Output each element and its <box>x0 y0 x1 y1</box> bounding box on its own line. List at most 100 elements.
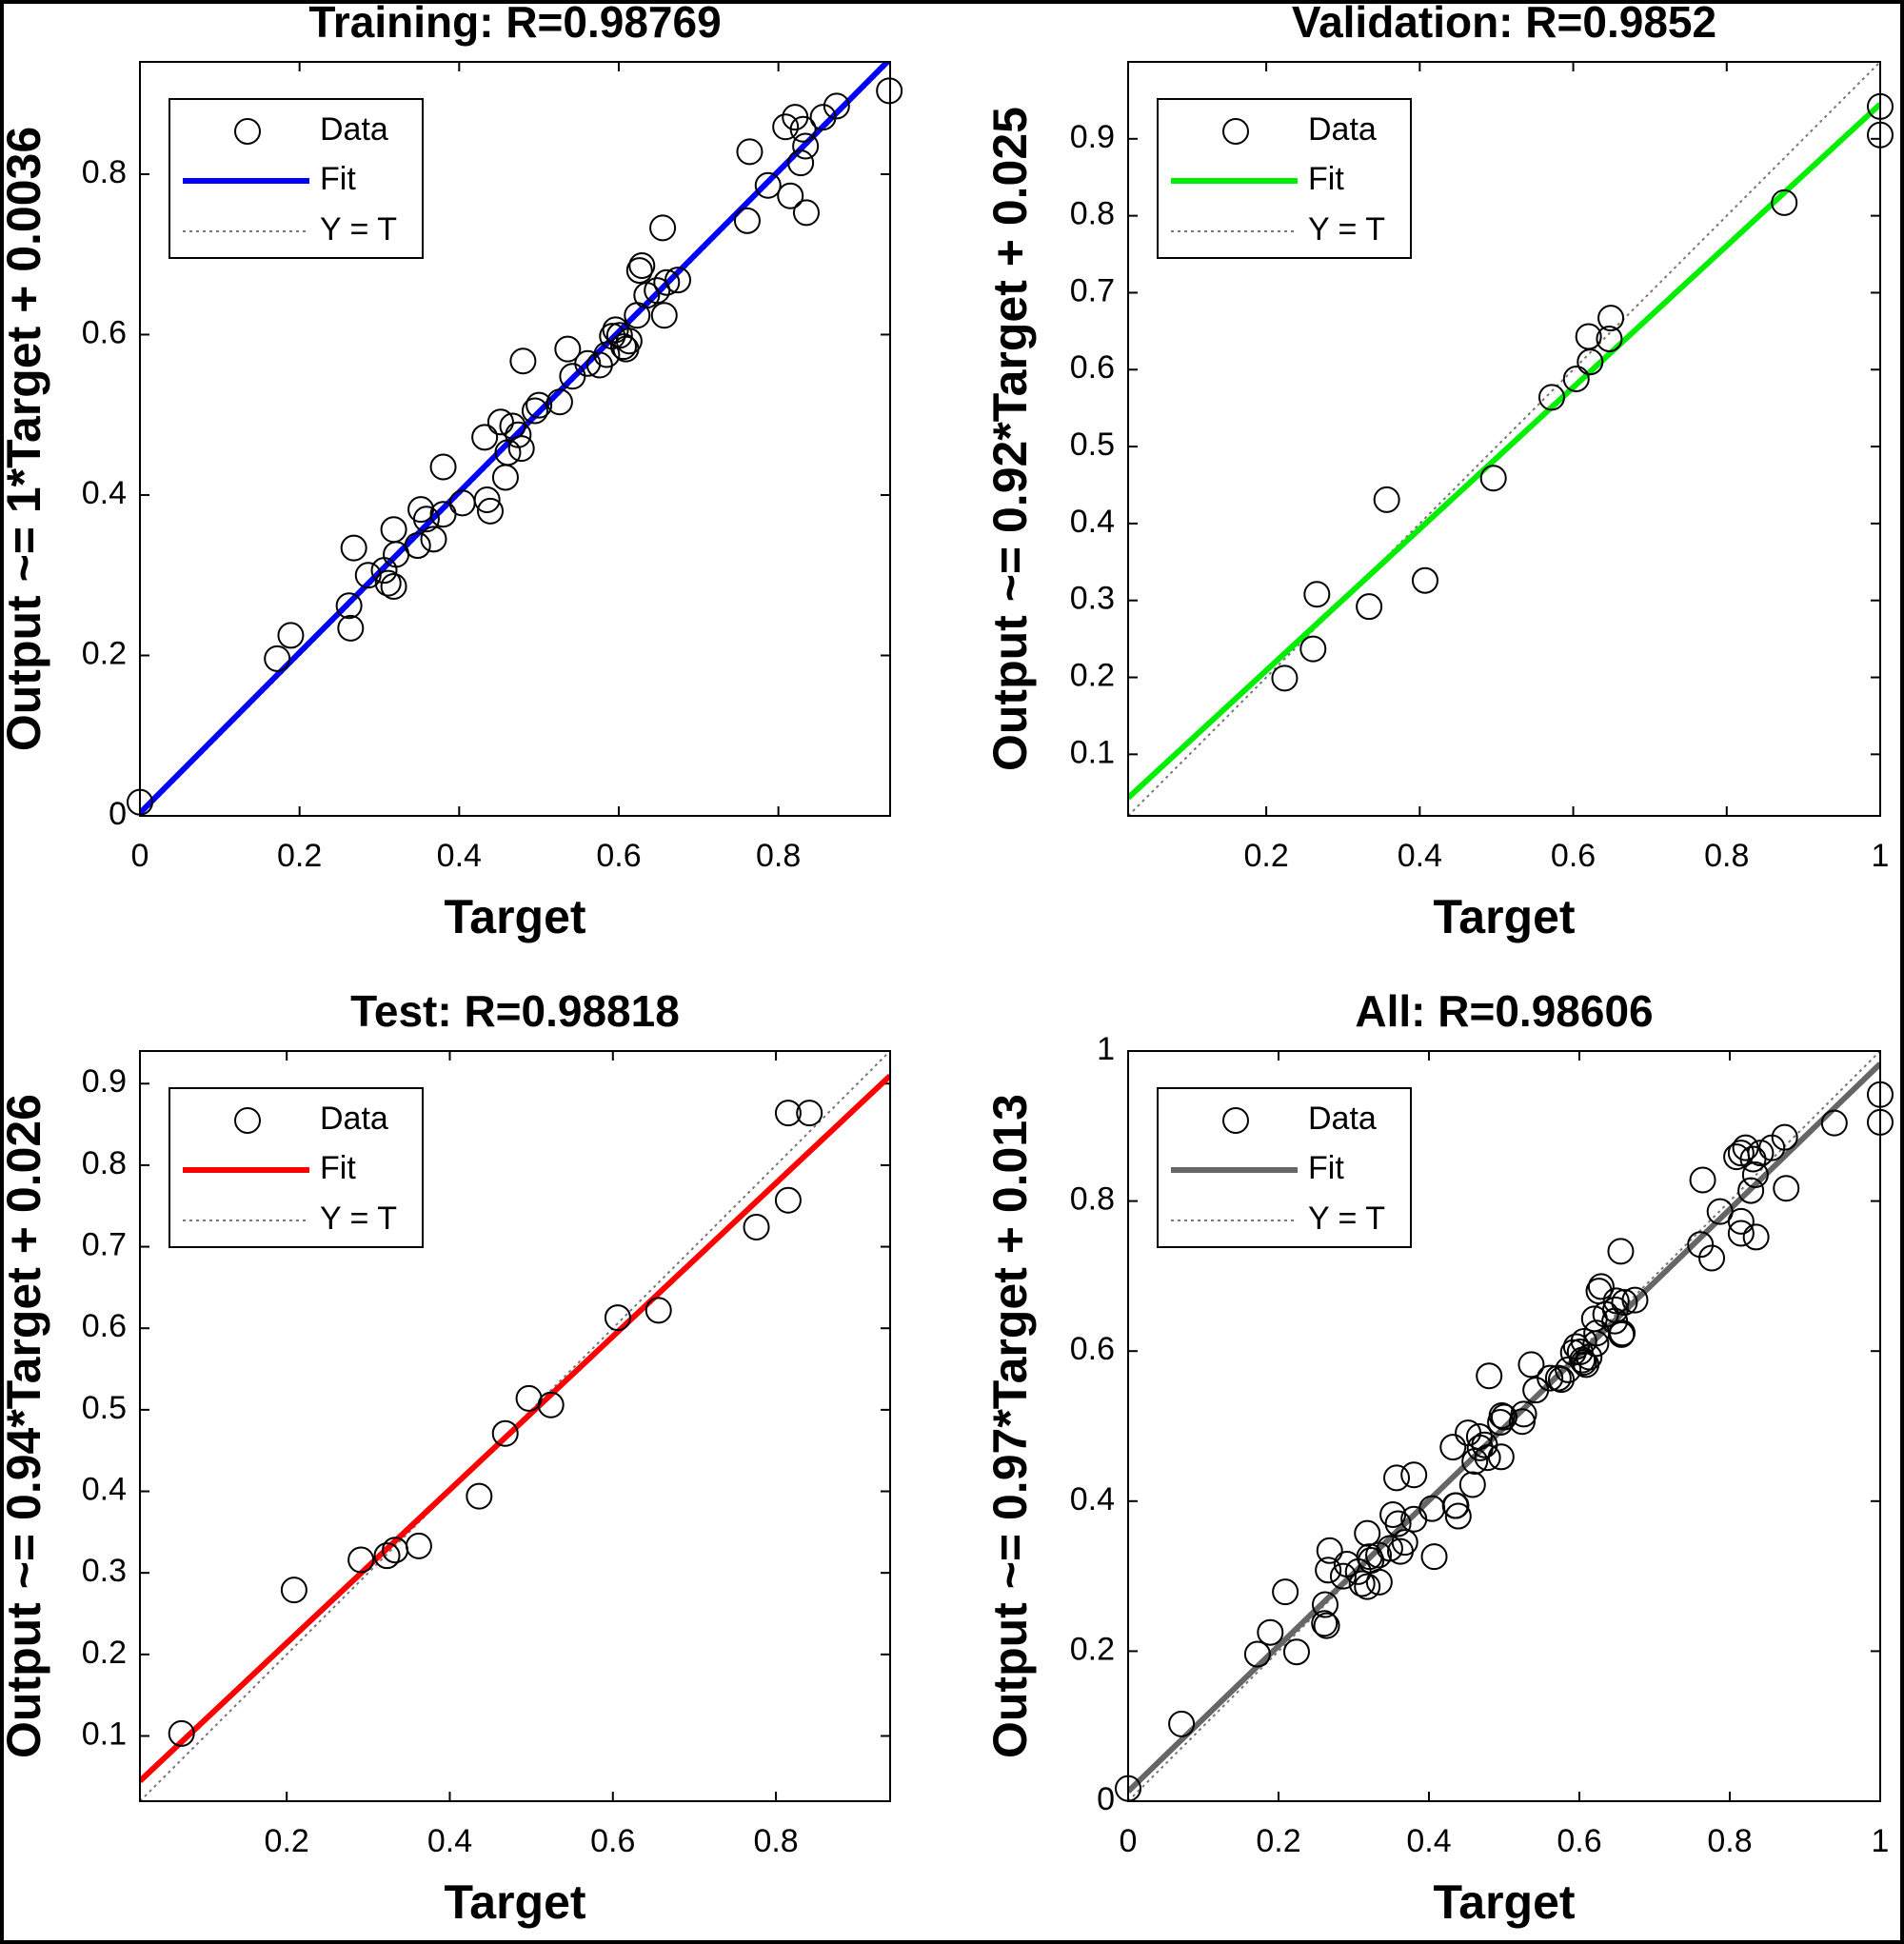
data-point <box>1727 1140 1755 1167</box>
data-point <box>545 388 573 416</box>
data-point <box>412 506 440 533</box>
data-point <box>1329 1562 1357 1590</box>
data-point <box>1458 1471 1486 1498</box>
data-point <box>347 1546 375 1574</box>
y-tick-label: 0.9 <box>1070 119 1115 155</box>
x-tick-label: 0.8 <box>753 1823 798 1859</box>
data-point <box>1577 348 1604 376</box>
y-tick-label: 1 <box>1097 1031 1115 1067</box>
data-point <box>1491 1403 1517 1431</box>
x-tick-label: 0.4 <box>437 838 482 874</box>
data-point <box>1596 325 1623 352</box>
x-tick-label: 0.2 <box>277 838 322 874</box>
data-point <box>337 614 365 642</box>
subplot: 0 0.2 0.4 0.6 0.8 1 0 0.2 0.4 0.6 0.8 1 All: R=0.986… <box>983 986 1894 1929</box>
data-point <box>645 1297 672 1324</box>
data-point <box>610 333 638 361</box>
y-tick-label: 0.2 <box>82 1635 127 1671</box>
data-point <box>374 569 402 597</box>
data-point <box>491 1419 519 1447</box>
x-tick-label: 0.6 <box>1551 838 1596 874</box>
y-tick-label: 0.1 <box>1070 734 1115 770</box>
chart-title: All: R=0.98606 <box>1355 986 1653 1036</box>
y-tick-label: 0.6 <box>82 314 127 350</box>
data-point <box>733 207 761 234</box>
y-tick-label: 0.4 <box>82 1472 127 1508</box>
data-point <box>1257 1618 1284 1646</box>
data-point <box>574 349 602 377</box>
data-point <box>1587 1273 1615 1300</box>
data-point <box>1602 1287 1630 1315</box>
legend-label: Data <box>1308 1101 1377 1137</box>
x-tick-label: 0 <box>1120 1823 1138 1859</box>
y-tick-label: 0.8 <box>82 154 127 190</box>
legend-label: Data <box>320 1101 388 1137</box>
data-point <box>736 138 764 166</box>
data-point <box>664 267 692 294</box>
data-point <box>1315 1557 1342 1584</box>
data-point <box>477 497 505 525</box>
data-point <box>743 1214 770 1241</box>
data-point <box>473 486 501 514</box>
y-tick-label: 0.6 <box>1070 1331 1115 1367</box>
data-point <box>593 341 621 368</box>
x-tick-label: 0.8 <box>1704 838 1749 874</box>
data-point <box>1420 1543 1448 1571</box>
y-tick-label: 0.5 <box>82 1390 127 1426</box>
y-tick-label: 0.2 <box>1070 1631 1115 1667</box>
fit-line <box>140 1073 890 1783</box>
data-point <box>774 1100 802 1127</box>
y-tick-label: 0.8 <box>1070 1181 1115 1218</box>
x-tick-label: 0.8 <box>1707 1823 1752 1859</box>
axes-box <box>1127 1050 1881 1802</box>
y-tick-label: 0.5 <box>1070 426 1115 463</box>
plot-content <box>1128 62 1880 816</box>
data-point <box>1689 1166 1716 1194</box>
legend-label: Fit <box>1308 1150 1344 1186</box>
x-tick-label: 0.4 <box>427 1823 472 1859</box>
data-point <box>792 132 820 160</box>
data-point <box>1316 1537 1343 1564</box>
data-point <box>1466 1434 1494 1461</box>
data-point <box>1747 1140 1775 1167</box>
y-tick-label: 0.4 <box>1070 1481 1115 1518</box>
legend-label: Y = T <box>320 1200 397 1237</box>
x-tick-label: 0.2 <box>1243 838 1288 874</box>
data-point <box>354 562 382 589</box>
data-point <box>1479 465 1507 492</box>
data-point <box>1354 1573 1381 1600</box>
y-tick-label: 0.1 <box>82 1716 127 1752</box>
y-axis-label: Output ~= 1*Target + 0.0036 <box>0 127 50 751</box>
data-point <box>1282 1638 1310 1666</box>
subplot: 0 0.2 0.4 0.6 0.8 0 0.2 0.4 0.6 0.8 Training: R=0.… <box>0 0 903 943</box>
x-tick-label: 0.2 <box>265 1823 309 1859</box>
data-point <box>1271 665 1299 692</box>
data-point <box>466 1482 493 1510</box>
data-point <box>1737 1177 1765 1204</box>
x-tick-label: 0 <box>131 838 149 874</box>
subplot: 0.2 0.4 0.6 0.8 1 0.1 0.2 0.3 0.4 0.5 0.6 0.7 0.8 0.9… <box>983 0 1894 943</box>
data-point <box>280 1577 307 1604</box>
data-point <box>1303 581 1331 608</box>
data-point <box>1311 1610 1339 1637</box>
data-point <box>1544 1364 1572 1392</box>
legend-label: Fit <box>320 161 356 197</box>
data-point <box>1771 188 1798 216</box>
data-point <box>1570 1327 1597 1355</box>
data-point <box>1476 1362 1503 1390</box>
axes-box <box>139 61 891 817</box>
data-point <box>653 268 681 296</box>
identity-line <box>1128 62 1880 816</box>
data-point <box>526 391 553 419</box>
data-point <box>264 645 291 672</box>
y-tick-label: 0.3 <box>1070 581 1115 617</box>
y-tick-label: 0.6 <box>82 1308 127 1344</box>
data-point <box>1537 384 1565 411</box>
y-tick-label: 0.2 <box>82 635 127 671</box>
data-point <box>1400 1461 1428 1489</box>
x-tick-label: 0.2 <box>1256 1823 1300 1859</box>
data-point <box>1299 635 1327 663</box>
y-tick-label: 0.4 <box>82 475 127 511</box>
data-point <box>404 532 431 560</box>
